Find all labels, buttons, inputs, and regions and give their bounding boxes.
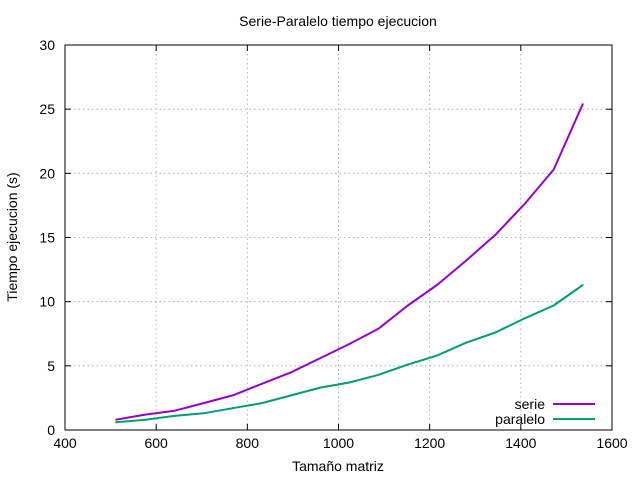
data-point-paralelo	[523, 317, 526, 320]
data-point-paralelo	[261, 402, 263, 404]
data-point-serie	[377, 327, 380, 330]
data-point-serie	[290, 371, 292, 374]
data-point-paralelo	[231, 407, 234, 410]
series-line-paralelo	[116, 284, 584, 424]
data-point-serie	[406, 304, 409, 307]
data-point-serie	[581, 103, 584, 105]
data-point-serie	[115, 418, 117, 421]
data-point-serie	[465, 259, 467, 262]
data-point-serie	[202, 402, 205, 404]
grid-lines	[65, 45, 612, 430]
data-point-paralelo	[115, 421, 117, 424]
x-axis-title: Tamaño matriz	[292, 458, 384, 474]
y-tick-label: 10	[39, 294, 55, 310]
data-point-serie	[319, 357, 322, 359]
data-point-serie	[436, 284, 438, 286]
data-point-serie	[523, 203, 526, 206]
data-point-paralelo	[465, 341, 467, 344]
x-tick-label: 1200	[414, 435, 445, 451]
data-point-serie	[494, 234, 497, 236]
data-point-paralelo	[202, 412, 205, 415]
x-tick-label: 400	[53, 435, 77, 451]
data-point-paralelo	[319, 386, 322, 389]
y-tick-label: 5	[47, 358, 55, 374]
data-point-paralelo	[494, 331, 497, 334]
data-point-paralelo	[290, 394, 292, 397]
x-tick-label: 800	[236, 435, 260, 451]
y-tick-label: 30	[39, 37, 55, 53]
data-point-serie	[144, 413, 147, 416]
series-line-serie	[115, 103, 584, 421]
x-tick-label: 1400	[505, 435, 536, 451]
y-tick-label: 20	[39, 165, 55, 181]
x-tick-label: 1000	[323, 435, 354, 451]
data-point-paralelo	[552, 304, 555, 307]
data-point-paralelo	[406, 363, 409, 366]
legend-label-paralelo: paralelo	[495, 411, 545, 427]
legend-label-serie: serie	[515, 396, 546, 412]
x-tick-label: 1600	[596, 435, 627, 451]
y-tick-label: 15	[39, 230, 55, 246]
series-lines	[115, 103, 584, 424]
data-point-paralelo	[436, 354, 438, 357]
y-tick-label: 25	[39, 101, 55, 117]
axis-ticks: 400 600 800 1000 1200 1400 1600 0 5 10 15 20 25 30	[39, 37, 627, 451]
data-point-serie	[173, 409, 176, 412]
data-point-serie	[348, 343, 351, 345]
y-tick-label: 0	[47, 422, 55, 438]
data-point-paralelo	[173, 415, 176, 417]
x-tick-label: 600	[144, 435, 168, 451]
y-axis-title: Tiempo ejecucion (s)	[4, 172, 20, 301]
chart-title: Serie-Paralelo tiempo ejecucion	[239, 13, 437, 29]
data-point-paralelo	[348, 381, 351, 384]
data-point-paralelo	[144, 418, 147, 421]
data-point-serie	[552, 168, 555, 171]
data-point-serie	[261, 382, 263, 385]
data-point-serie	[231, 394, 234, 397]
data-point-paralelo	[581, 284, 584, 286]
data-point-paralelo	[377, 373, 380, 376]
